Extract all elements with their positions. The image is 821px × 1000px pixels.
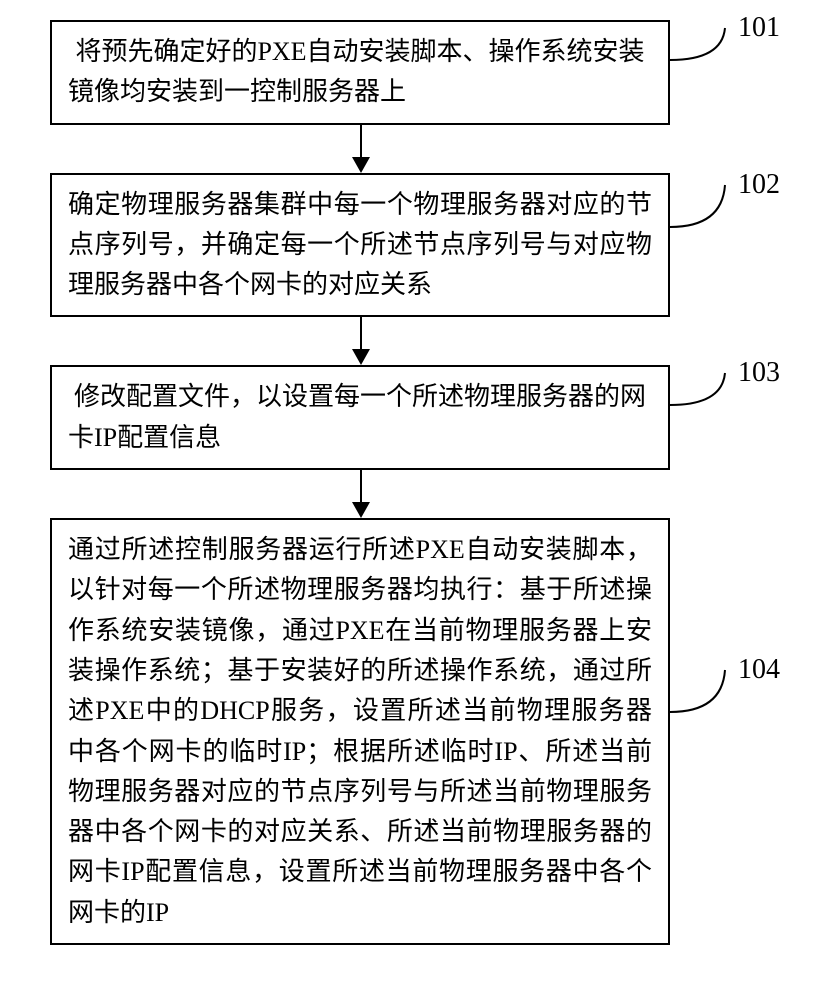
step-row-102: 确定物理服务器集群中每一个物理服务器对应的节点序列号，并确定每一个所述节点序列号… xyxy=(10,173,811,318)
arrow-102-103 xyxy=(352,317,370,365)
arrow-101-102 xyxy=(352,125,370,173)
connector-101: 101 xyxy=(670,26,811,72)
step-row-104: 通过所述控制服务器运行所述PXE自动安装脚本，以针对每一个所述物理服务器均执行：… xyxy=(10,518,811,945)
step-label-101: 101 xyxy=(738,12,780,44)
connector-svg-104 xyxy=(670,668,800,724)
connector-104: 104 xyxy=(670,668,811,724)
arrow-103-104 xyxy=(352,470,370,518)
step-box-101: 将预先确定好的PXE自动安装脚本、操作系统安装镜像均安装到一控制服务器上 xyxy=(50,20,670,125)
step-row-103: 修改配置文件，以设置每一个所述物理服务器的网卡IP配置信息 103 xyxy=(10,365,811,470)
step-text-103: 修改配置文件，以设置每一个所述物理服务器的网卡IP配置信息 xyxy=(68,377,652,458)
step-label-102: 102 xyxy=(738,169,780,201)
connector-102: 102 xyxy=(670,183,811,239)
connector-svg-101 xyxy=(670,26,800,72)
connector-103: 103 xyxy=(670,371,811,417)
step-box-103: 修改配置文件，以设置每一个所述物理服务器的网卡IP配置信息 xyxy=(50,365,670,470)
step-box-104: 通过所述控制服务器运行所述PXE自动安装脚本，以针对每一个所述物理服务器均执行：… xyxy=(50,518,670,945)
connector-svg-102 xyxy=(670,183,800,239)
step-text-101: 将预先确定好的PXE自动安装脚本、操作系统安装镜像均安装到一控制服务器上 xyxy=(68,32,652,113)
step-box-102: 确定物理服务器集群中每一个物理服务器对应的节点序列号，并确定每一个所述节点序列号… xyxy=(50,173,670,318)
step-row-101: 将预先确定好的PXE自动安装脚本、操作系统安装镜像均安装到一控制服务器上 101 xyxy=(10,20,811,125)
step-text-104: 通过所述控制服务器运行所述PXE自动安装脚本，以针对每一个所述物理服务器均执行：… xyxy=(68,530,652,933)
flowchart-container: 将预先确定好的PXE自动安装脚本、操作系统安装镜像均安装到一控制服务器上 101… xyxy=(10,20,811,945)
step-label-104: 104 xyxy=(738,654,780,686)
step-label-103: 103 xyxy=(738,357,780,389)
step-text-102: 确定物理服务器集群中每一个物理服务器对应的节点序列号，并确定每一个所述节点序列号… xyxy=(68,185,652,306)
connector-svg-103 xyxy=(670,371,800,417)
